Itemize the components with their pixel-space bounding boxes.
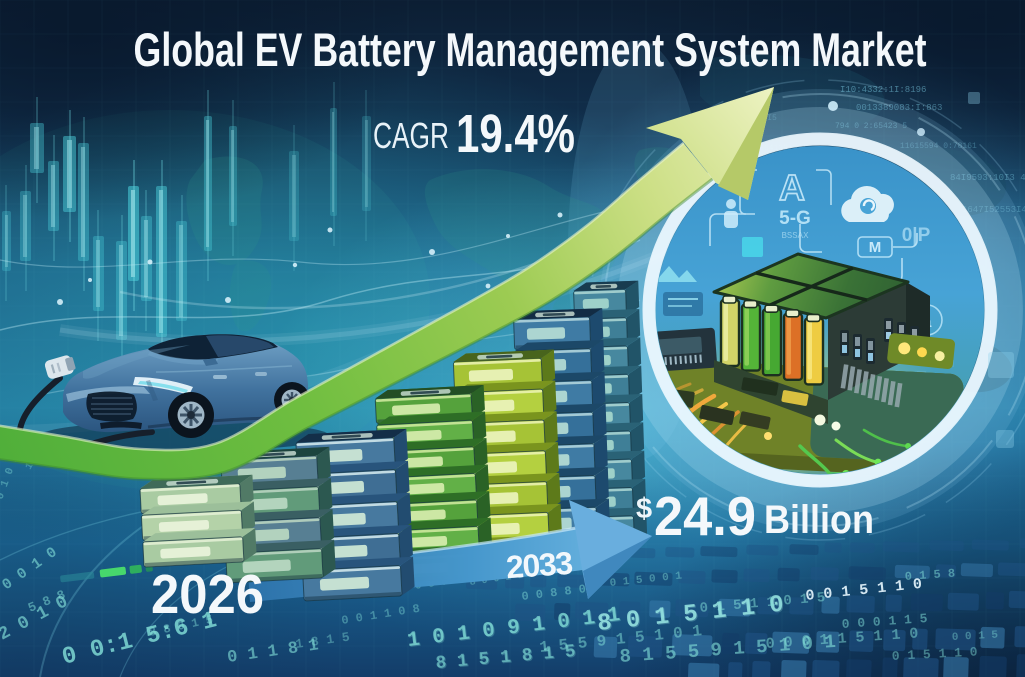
svg-text:2033: 2033: [505, 545, 574, 586]
svg-text:0 1 5 8: 0 1 5 8: [904, 567, 955, 584]
svg-text:19.4%: 19.4%: [456, 104, 575, 164]
svg-text:794 0 2:65423 5: 794 0 2:65423 5: [835, 122, 907, 131]
svg-text:Billion: Billion: [764, 498, 874, 542]
svg-text:11615594 0:78161: 11615594 0:78161: [900, 142, 977, 151]
svg-text:$: $: [636, 493, 652, 525]
svg-text:0 0 0 1 1 5: 0 0 0 1 1 5: [841, 611, 928, 632]
svg-text:I10:4332:1I:8196: I10:4332:1I:8196: [840, 85, 926, 95]
svg-text:1647I52553I4:II1: 1647I52553I4:II1: [962, 205, 1025, 215]
svg-text:24.9: 24.9: [654, 485, 756, 547]
svg-text:0 0 1 5: 0 0 1 5: [952, 630, 999, 644]
svg-text:5-G: 5-G: [779, 208, 811, 229]
svg-text:BSSAX: BSSAX: [781, 231, 809, 241]
svg-text:M: M: [869, 239, 882, 256]
svg-text:CAGR: CAGR: [373, 115, 449, 156]
svg-text:84I9593:10I3 413: 84I9593:10I3 413: [950, 173, 1025, 183]
svg-text:0 1 5 1 1 0: 0 1 5 1 1 0: [891, 645, 978, 664]
svg-text:0013389083:I:863: 0013389083:I:863: [856, 103, 942, 113]
svg-text:Global EV Battery Management S: Global EV Battery Management System Mark…: [134, 23, 927, 76]
svg-text:2026: 2026: [151, 563, 264, 625]
svg-text:A: A: [779, 167, 805, 208]
svg-text:0|P: 0|P: [902, 225, 931, 246]
